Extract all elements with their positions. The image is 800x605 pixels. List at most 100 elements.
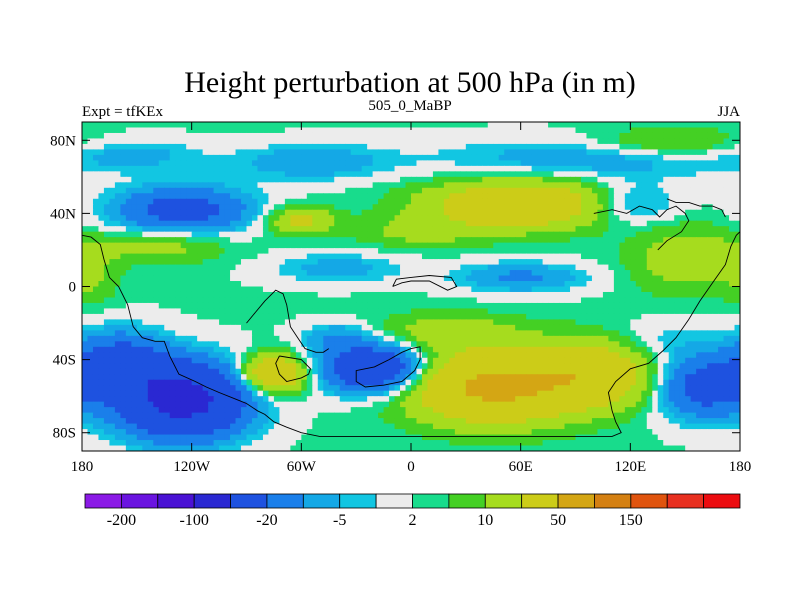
field-cell [290, 324, 297, 331]
field-cell [389, 154, 396, 161]
field-cell [421, 193, 429, 200]
field-cell [427, 154, 434, 161]
field-cell [295, 226, 302, 233]
field-cell [493, 286, 500, 293]
field-cell [230, 132, 237, 140]
field-cell [416, 302, 423, 310]
field-cell [679, 264, 686, 271]
field-cell [690, 237, 697, 244]
field-cell [241, 335, 248, 342]
field-cell [443, 220, 450, 227]
field-cell [334, 198, 341, 205]
field-cell [542, 154, 549, 161]
field-cell [570, 259, 577, 266]
field-cell [241, 264, 248, 271]
field-cell [487, 291, 494, 299]
field-cell [219, 313, 226, 320]
field-cell [454, 132, 461, 140]
field-cell [553, 291, 560, 299]
field-cell [465, 209, 472, 216]
field-cell [509, 270, 516, 277]
field-cell [268, 132, 275, 140]
field-cell [103, 319, 111, 326]
field-cell [438, 308, 445, 315]
field-cell [635, 286, 642, 293]
field-cell [191, 182, 198, 189]
field-cell [92, 149, 100, 156]
field-cell [284, 275, 291, 282]
field-cell [542, 176, 549, 183]
field-cell [608, 193, 615, 200]
field-cell [668, 264, 675, 271]
field-cell [82, 291, 89, 299]
field-cell [548, 313, 555, 320]
field-cell [712, 281, 719, 288]
field-cell [405, 341, 412, 348]
field-cell [471, 220, 478, 227]
field-cell [548, 335, 555, 342]
field-cell [219, 259, 226, 266]
field-cell [378, 226, 385, 233]
field-cell [295, 231, 302, 238]
field-cell [356, 209, 363, 216]
field-cell [158, 176, 165, 183]
field-cell [109, 209, 116, 216]
field-cell [367, 275, 374, 282]
field-cell [158, 143, 165, 151]
field-cell [712, 237, 719, 244]
field-cell [92, 346, 100, 353]
field-cell [630, 302, 637, 310]
field-cell [657, 335, 664, 342]
field-cell [449, 335, 456, 342]
field-cell [493, 143, 500, 151]
field-cell [405, 220, 412, 227]
field-cell [674, 187, 681, 194]
field-cell [290, 270, 297, 277]
field-cell [356, 160, 363, 167]
field-cell [526, 330, 533, 337]
field-cell [679, 302, 686, 310]
field-cell [356, 231, 363, 238]
field-cell [191, 313, 198, 320]
field-cell [531, 198, 538, 205]
field-cell [531, 165, 538, 172]
field-cell [646, 237, 653, 244]
field-cell [339, 341, 346, 348]
field-cell [328, 171, 335, 178]
field-cell [323, 122, 330, 129]
field-cell [537, 259, 544, 266]
field-cell [712, 330, 719, 337]
field-cell [679, 308, 686, 315]
field-cell [131, 149, 138, 156]
field-cell [262, 143, 270, 151]
field-cell [515, 127, 522, 134]
field-cell [641, 324, 648, 331]
field-cell [723, 330, 730, 337]
field-cell [372, 122, 379, 129]
field-cell [619, 122, 626, 129]
field-cell [268, 297, 275, 304]
field-cell [421, 122, 429, 129]
field-cell [421, 253, 429, 260]
field-cell [564, 149, 571, 156]
field-cell [262, 132, 270, 140]
field-cell [147, 176, 154, 183]
field-cell [564, 154, 571, 161]
field-cell [213, 259, 220, 266]
field-cell [246, 176, 253, 183]
field-cell [707, 270, 714, 277]
field-cell [608, 165, 615, 172]
field-cell [383, 215, 390, 222]
field-cell [235, 335, 242, 342]
field-cell [597, 176, 604, 183]
field-cell [411, 209, 418, 216]
field-cell [92, 193, 100, 200]
field-cell [378, 237, 385, 244]
field-cell [663, 319, 670, 326]
field-cell [180, 313, 187, 320]
field-cell [526, 143, 533, 151]
field-cell [164, 182, 171, 189]
field-cell [103, 132, 111, 140]
field-cell [454, 341, 461, 348]
field-cell [317, 226, 324, 233]
